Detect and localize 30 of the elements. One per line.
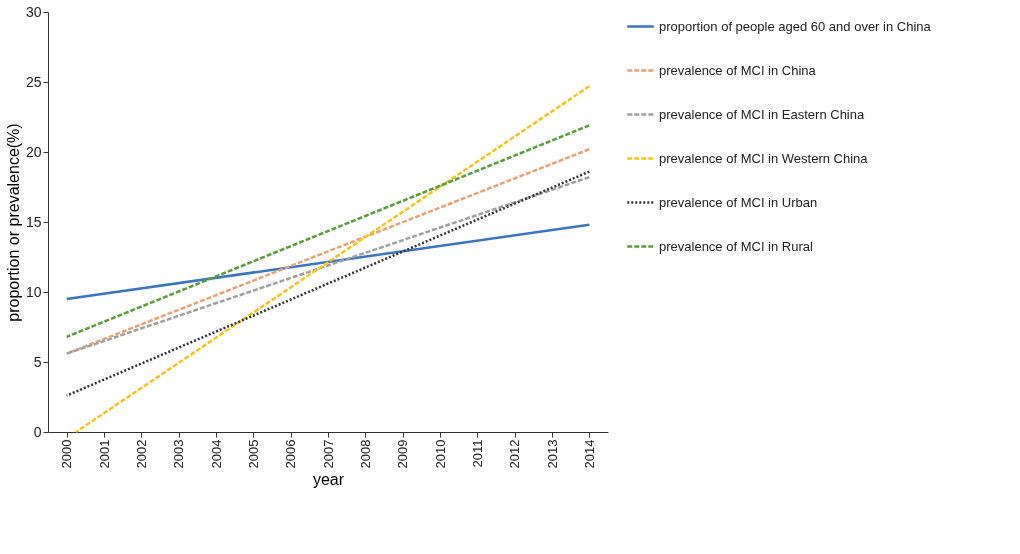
x-tick-label: 2012 [507,439,523,469]
y-tick-label: 10 [25,283,42,300]
legend-label: prevalence of MCI in Rural [659,238,814,254]
x-tick-label: 2006 [283,439,299,469]
y-axis-title: proportion or prevalence(%) [4,123,22,322]
x-tick-label: 2007 [320,439,336,469]
y-tick-label: 20 [25,143,42,160]
y-tick-label: 25 [25,73,42,90]
x-tick-label: 2003 [171,439,187,469]
x-tick-label: 2011 [469,439,485,468]
x-tick-label: 2004 [208,439,224,469]
x-tick-label: 2000 [59,439,75,469]
y-tick-label: 15 [25,213,42,230]
legend-label: prevalence of MCI in Western China [659,150,869,166]
y-tick-label: 0 [33,423,42,440]
x-tick-label: 2009 [395,439,411,469]
x-tick-label: 2010 [432,439,448,469]
legend-label: prevalence of MCI in Urban [659,194,818,210]
y-tick-label: 30 [25,3,42,20]
x-tick-label: 2002 [133,439,149,469]
x-tick-label: 2001 [96,439,112,469]
x-tick-label: 2005 [245,439,261,469]
legend-label: proportion of people aged 60 and over in China [659,18,932,34]
x-axis-title: year [312,471,345,489]
legend-label: prevalence of MCI in China [659,62,817,78]
legend-label: prevalence of MCI in Eastern China [659,106,865,122]
x-tick-label: 2013 [544,439,560,469]
x-tick-label: 2014 [581,439,597,469]
x-tick-label: 2008 [357,439,373,469]
y-tick-label: 5 [33,353,42,370]
